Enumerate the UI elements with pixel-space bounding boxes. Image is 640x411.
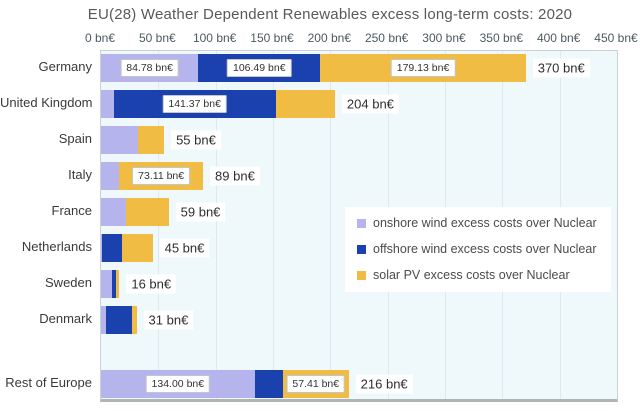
category-label: Netherlands (21, 239, 92, 254)
x-axis-tick: 250 bn€ (364, 31, 409, 45)
bar-total-label: 216 bn€ (355, 374, 413, 394)
legend-swatch-offshore (357, 244, 366, 254)
bar-segment-offshore (102, 234, 122, 262)
bar-segment-onshore (101, 234, 103, 262)
x-axis-tick: 300 bn€ (422, 31, 466, 45)
x-axis-tick: 400 bn€ (536, 31, 581, 45)
bar-segment-solar (115, 270, 120, 298)
x-axis-tick: 350 bn€ (479, 31, 524, 45)
bar-total-label: 31 bn€ (143, 310, 194, 330)
bar-total-label: 370 bn€ (532, 58, 590, 78)
segment-value-label: 57.41 bn€ (286, 375, 346, 393)
bar-segment-offshore (254, 370, 283, 398)
gridline (273, 51, 274, 399)
legend-swatch-onshore (357, 218, 366, 228)
legend-item: onshore wind excess costs over Nuclear (345, 210, 611, 236)
segment-value-label: 141.37 bn€ (162, 95, 227, 113)
legend-label: solar PV excess costs over Nuclear (373, 268, 570, 282)
segment-value-label: 134.00 bn€ (145, 375, 211, 393)
bar-segment-onshore (101, 198, 127, 226)
bar-total-label: 59 bn€ (175, 202, 226, 222)
category-label: France (51, 203, 92, 218)
category-label: Denmark (39, 311, 92, 326)
segment-value-label: 73.11 bn€ (132, 167, 191, 185)
bar-total-label: 16 bn€ (126, 274, 177, 294)
bar-total-label: 89 bn€ (210, 166, 260, 186)
legend-swatch-solar (357, 270, 366, 280)
bar-total-label: 204 bn€ (341, 94, 399, 114)
category-label: Spain (58, 131, 92, 146)
legend: onshore wind excess costs over Nuclear of… (345, 207, 611, 292)
bar-total-label: 55 bn€ (171, 130, 221, 150)
category-label: Rest of Europe (5, 375, 92, 390)
legend-item: offshore wind excess costs over Nuclear (345, 236, 611, 262)
bar-segment-solar (275, 90, 335, 118)
bar-total-label: 45 bn€ (159, 238, 210, 258)
x-axis-tick: 0 bn€ (84, 31, 116, 45)
x-axis-tick: 200 bn€ (307, 31, 352, 45)
gridline (215, 51, 217, 399)
category-label: Italy (68, 167, 92, 182)
x-axis-tick: 100 bn€ (192, 31, 237, 45)
gridline (330, 51, 332, 399)
legend-item: solar PV excess costs over Nuclear (345, 262, 611, 288)
bar-segment-offshore (112, 270, 116, 298)
segment-value-label: 179.13 bn€ (390, 59, 456, 77)
category-label: United Kingdom (0, 95, 93, 110)
bar-segment-onshore (101, 90, 114, 118)
bar-segment-onshore (101, 126, 138, 154)
segment-value-label: 84.78 bn€ (120, 59, 179, 77)
bar-segment-onshore (101, 270, 113, 298)
bar-segment-solar (121, 234, 153, 262)
chart-title: EU(28) Weather Dependent Renewables exce… (87, 6, 573, 23)
legend-label: offshore wind excess costs over Nuclear (373, 242, 597, 256)
category-label: Germany (38, 59, 92, 74)
x-axis-tick: 450 bn€ (594, 31, 638, 45)
x-axis-tick: 150 bn€ (250, 31, 294, 45)
legend-label: onshore wind excess costs over Nuclear (373, 216, 597, 230)
bar-segment-onshore (101, 162, 120, 190)
bar-segment-solar (137, 126, 165, 154)
bar-segment-solar (131, 306, 137, 334)
segment-value-label: 106.49 bn€ (226, 59, 292, 77)
bar-segment-offshore (105, 306, 132, 334)
bar-segment-solar (126, 198, 169, 226)
category-label: Sweden (45, 275, 92, 290)
x-axis-tick: 50 bn€ (138, 31, 176, 45)
bar-segment-onshore (101, 306, 106, 334)
